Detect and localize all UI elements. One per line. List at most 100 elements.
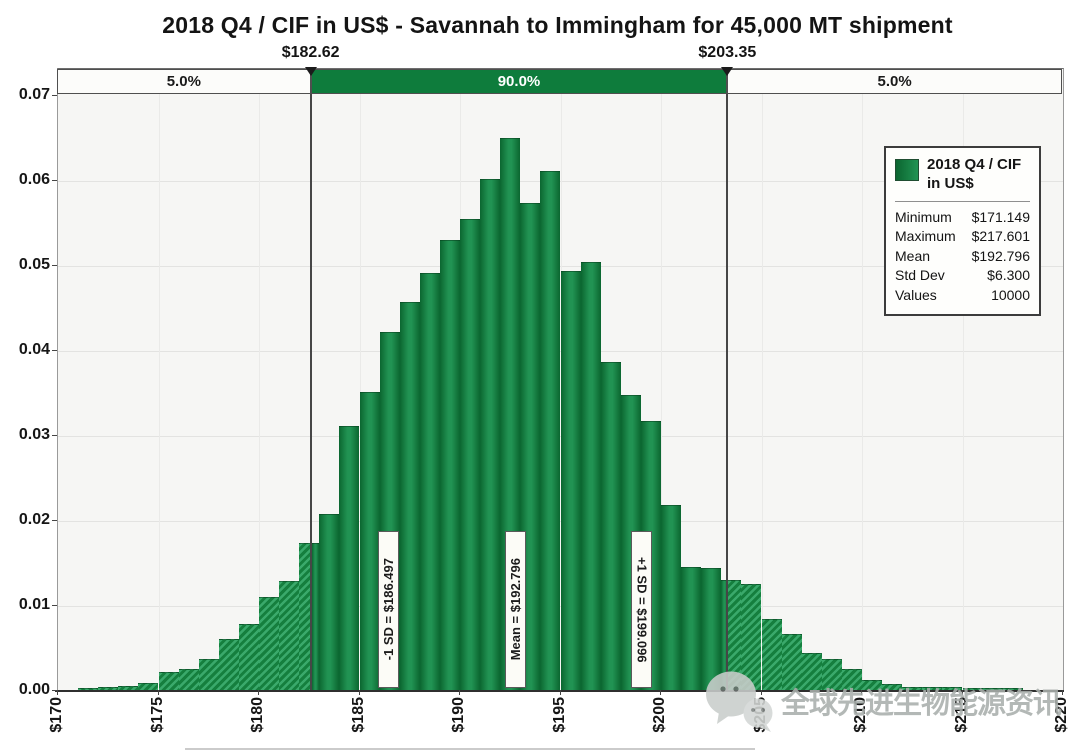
legend-stat-value: $6.300 (987, 267, 1030, 283)
y-tick-label: 0.05 (18, 256, 50, 273)
histogram-bar (922, 687, 943, 691)
footer-line (185, 748, 755, 750)
histogram-bar (741, 584, 762, 691)
x-tick-label-wrap: $195 (515, 697, 605, 753)
x-tick-label-wrap: $180 (213, 697, 303, 753)
y-tick-mark (52, 435, 57, 436)
percentile-band-left: 5.0% (57, 69, 311, 94)
stat-marker-label: +1 SD = $199.096 (634, 556, 650, 663)
x-tick-label: $210 (852, 697, 869, 733)
x-tick-mark (660, 690, 661, 695)
right-delimiter-line[interactable] (726, 94, 729, 690)
histogram-bar (98, 687, 119, 691)
x-tick-mark (961, 690, 963, 695)
v-gridline (862, 69, 863, 691)
histogram-bar (218, 639, 239, 691)
legend-stat-row: Mean $192.796 (895, 247, 1030, 267)
stat-marker-label: Mean = $192.796 (507, 558, 523, 661)
histogram-bar (198, 659, 219, 691)
left-delimiter-value-label: $182.62 (281, 44, 340, 61)
histogram-bar (580, 262, 601, 691)
left-delimiter-marker-icon[interactable] (304, 67, 317, 76)
legend-stat-label: Minimum (895, 208, 952, 225)
histogram-bar (460, 219, 481, 691)
histogram-bar (138, 683, 159, 691)
v-gridline (359, 69, 361, 691)
x-tick-label-wrap: $190 (414, 697, 504, 753)
histogram-bar (982, 688, 1003, 691)
histogram-bar (841, 669, 862, 691)
y-tick-label: 0.06 (18, 171, 50, 188)
histogram-bar (311, 543, 320, 691)
x-tick-label: $170 (48, 697, 65, 733)
histogram-bar (480, 179, 501, 691)
histogram-bar (319, 514, 340, 691)
histogram-bar (339, 426, 360, 691)
histogram-bar (962, 688, 983, 691)
x-tick-mark (760, 690, 762, 695)
histogram-bar (661, 505, 682, 691)
legend-series-swatch (895, 159, 919, 181)
y-tick-mark (52, 605, 57, 606)
legend-header: 2018 Q4 / CIF in US$ (895, 156, 1030, 194)
percentile-band-right: 5.0% (727, 69, 1062, 94)
legend-stat-value: $192.796 (971, 247, 1030, 264)
y-tick-mark (52, 690, 57, 691)
v-gridline (158, 69, 160, 691)
x-tick-label-wrap: $170 (12, 697, 102, 753)
x-tick-mark (358, 690, 360, 695)
legend-divider (895, 200, 1030, 202)
y-tick-mark (52, 350, 57, 351)
stat-marker-mean[interactable]: Mean = $192.796 (504, 531, 526, 688)
stat-marker-label: -1 SD = $186.497 (381, 558, 397, 661)
stat-marker-minus1[interactable]: -1 SD = $186.497 (378, 531, 400, 688)
y-tick-mark (52, 265, 57, 266)
y-tick-label: 0.03 (18, 426, 50, 443)
legend-stat-label: Mean (895, 247, 931, 264)
legend-series-label: 2018 Q4 / CIF in US$ (927, 156, 1022, 192)
v-gridline (761, 69, 763, 691)
left-delimiter-line[interactable] (309, 94, 312, 690)
histogram-bar (781, 634, 802, 691)
histogram-bar (118, 686, 139, 691)
histogram-bar (862, 680, 883, 691)
x-tick-label-wrap: $175 (113, 697, 203, 753)
x-tick-label: $200 (651, 697, 668, 733)
histogram-bar (902, 687, 923, 691)
x-tick-label-wrap: $210 (816, 697, 906, 753)
histogram-bar (279, 581, 300, 691)
x-tick-label: $190 (450, 697, 467, 733)
legend-stat-row: Values 10000 (895, 286, 1030, 306)
x-tick-mark (1062, 690, 1063, 695)
x-tick-label: $220 (1053, 697, 1070, 733)
v-gridline (259, 69, 260, 691)
histogram-bar (882, 684, 903, 691)
legend-stat-value: 10000 (991, 286, 1030, 303)
x-tick-label: $180 (249, 697, 266, 733)
histogram-bar (359, 392, 380, 691)
histogram-bar (238, 624, 259, 691)
legend-stat-value: $171.149 (971, 208, 1030, 225)
v-gridline (962, 69, 964, 691)
x-tick-label: $195 (550, 697, 568, 733)
chart-title: 2018 Q4 / CIF in US$ - Savannah to Immin… (162, 12, 953, 38)
right-delimiter-marker-icon[interactable] (721, 67, 734, 76)
x-tick-label: $205 (751, 697, 769, 733)
x-tick-label: $175 (148, 697, 166, 733)
v-gridline (661, 69, 662, 691)
y-tick-label: 0.01 (18, 596, 50, 613)
x-tick-label-wrap: $200 (615, 697, 705, 753)
legend-stat-row: Maximum $217.601 (895, 227, 1030, 247)
y-tick-label: 0.02 (18, 511, 50, 528)
y-tick-mark (52, 180, 57, 181)
legend-stats: Minimum $171.149 Maximum $217.601 Mean $192.7… (895, 208, 1030, 306)
histogram-bar (419, 273, 440, 691)
histogram-bar (942, 687, 963, 691)
x-tick-label-wrap: $185 (314, 697, 404, 753)
stat-marker-plus1[interactable]: +1 SD = $199.096 (631, 531, 653, 688)
legend-stat-row: Std Dev $6.300 (895, 266, 1030, 286)
histogram-bar (801, 653, 822, 691)
histogram-bar (721, 580, 729, 691)
histogram-bar (600, 362, 621, 691)
legend-box: 2018 Q4 / CIF in US$ Minimum $171.149 Maxi… (884, 146, 1041, 316)
